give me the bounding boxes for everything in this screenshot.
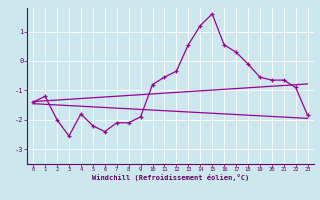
- X-axis label: Windchill (Refroidissement éolien,°C): Windchill (Refroidissement éolien,°C): [92, 174, 249, 181]
